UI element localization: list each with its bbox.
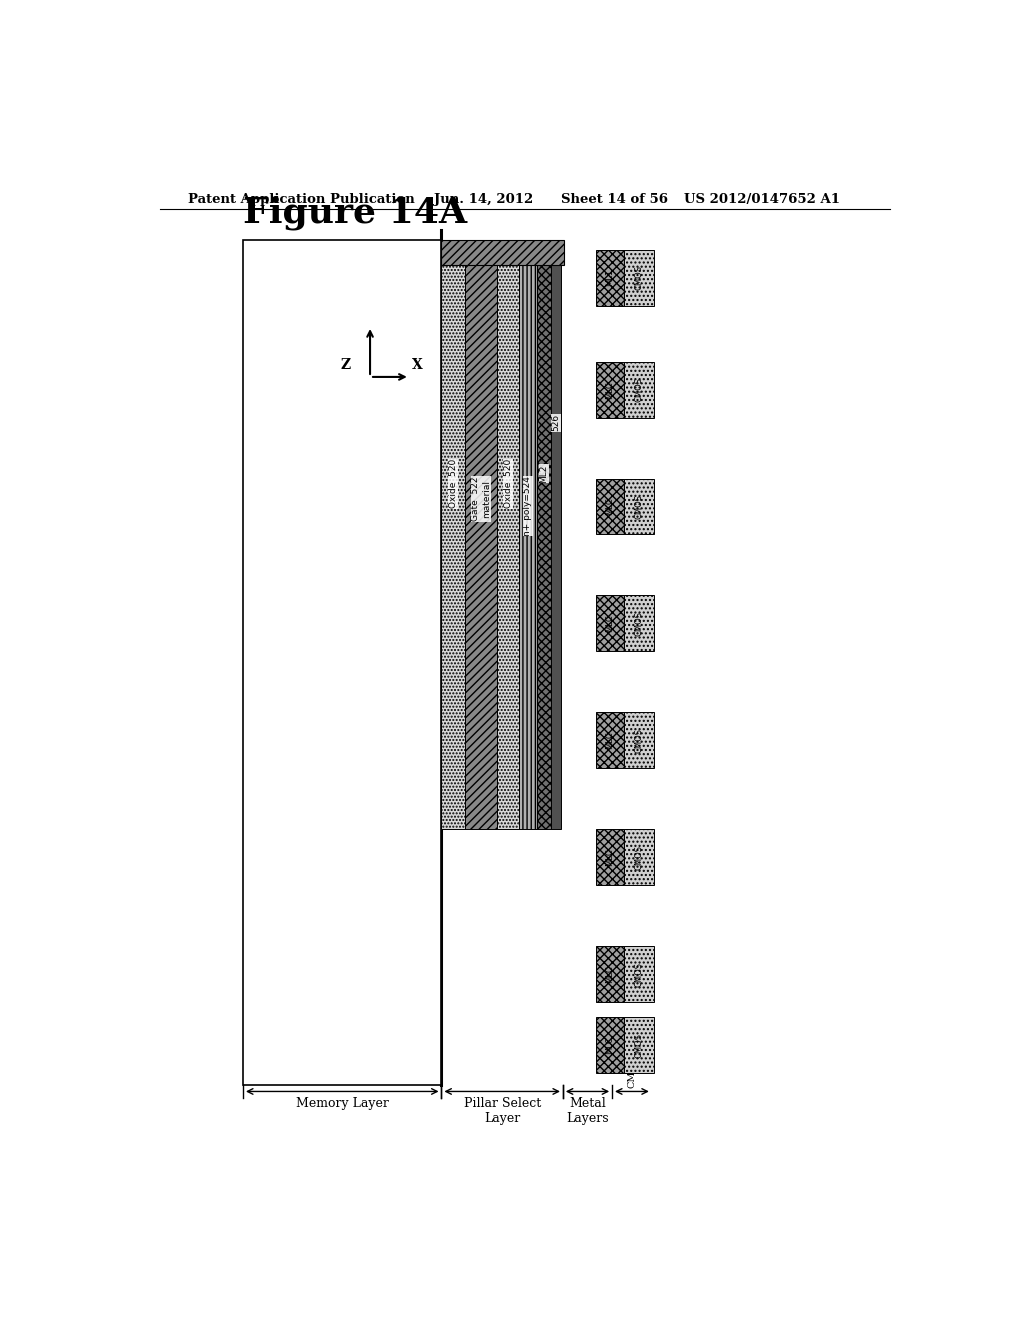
Bar xyxy=(596,362,624,417)
Bar xyxy=(465,240,497,829)
Text: Patent Application Publication: Patent Application Publication xyxy=(187,193,415,206)
Text: Figure 14A: Figure 14A xyxy=(243,195,467,230)
Text: CMOS: CMOS xyxy=(635,845,643,870)
Bar xyxy=(441,240,564,265)
Bar xyxy=(537,240,551,829)
Text: MLC: MLC xyxy=(605,380,614,399)
Text: US 2012/0147652 A1: US 2012/0147652 A1 xyxy=(684,193,840,206)
Text: MLC: MLC xyxy=(605,849,614,866)
Text: Oxide  520: Oxide 520 xyxy=(449,459,458,508)
Text: MLC: MLC xyxy=(605,1036,614,1055)
Bar xyxy=(596,713,624,768)
Text: n+ poly=524: n+ poly=524 xyxy=(523,477,532,536)
Bar xyxy=(624,249,654,306)
Text: CMOS: CMOS xyxy=(635,265,643,290)
Text: CMOS: CMOS xyxy=(635,378,643,403)
Bar xyxy=(624,829,654,886)
Text: 526: 526 xyxy=(551,414,560,432)
Text: MLC: MLC xyxy=(605,731,614,750)
Text: CMOS: CMOS xyxy=(635,494,643,519)
Text: ML2: ML2 xyxy=(540,465,548,483)
Text: Sheet 14 of 56: Sheet 14 of 56 xyxy=(560,193,668,206)
Text: Oxide  520: Oxide 520 xyxy=(504,459,513,508)
Bar xyxy=(551,240,560,829)
Bar xyxy=(624,946,654,1002)
Text: CMOS: CMOS xyxy=(635,727,643,752)
Bar xyxy=(624,362,654,417)
Text: MLC: MLC xyxy=(605,965,614,983)
Bar xyxy=(519,240,537,829)
Text: Gate  522
material: Gate 522 material xyxy=(471,477,490,521)
Bar xyxy=(624,595,654,651)
Text: CMOS: CMOS xyxy=(628,1056,637,1089)
Text: CMOS: CMOS xyxy=(635,1032,643,1057)
Text: Jun. 14, 2012: Jun. 14, 2012 xyxy=(433,193,532,206)
Text: ML1: ML1 xyxy=(605,269,614,286)
Text: Memory Layer: Memory Layer xyxy=(296,1097,389,1110)
Bar xyxy=(243,240,441,1085)
Bar xyxy=(596,479,624,535)
Bar xyxy=(596,1018,624,1073)
Text: X: X xyxy=(412,358,423,372)
Text: Metal
Layers: Metal Layers xyxy=(566,1097,609,1125)
Bar xyxy=(624,479,654,535)
Bar xyxy=(441,240,465,829)
Text: CMOS: CMOS xyxy=(635,611,643,636)
Text: MLC: MLC xyxy=(605,498,614,515)
Bar xyxy=(624,713,654,768)
Text: Z: Z xyxy=(340,358,350,372)
Text: CMOS: CMOS xyxy=(635,961,643,986)
Text: MLC: MLC xyxy=(605,615,614,632)
Bar xyxy=(596,595,624,651)
Bar xyxy=(624,1018,654,1073)
Bar xyxy=(596,829,624,886)
Bar xyxy=(497,240,519,829)
Text: Pillar Select
Layer: Pillar Select Layer xyxy=(464,1097,541,1125)
Bar xyxy=(596,249,624,306)
Bar xyxy=(596,946,624,1002)
